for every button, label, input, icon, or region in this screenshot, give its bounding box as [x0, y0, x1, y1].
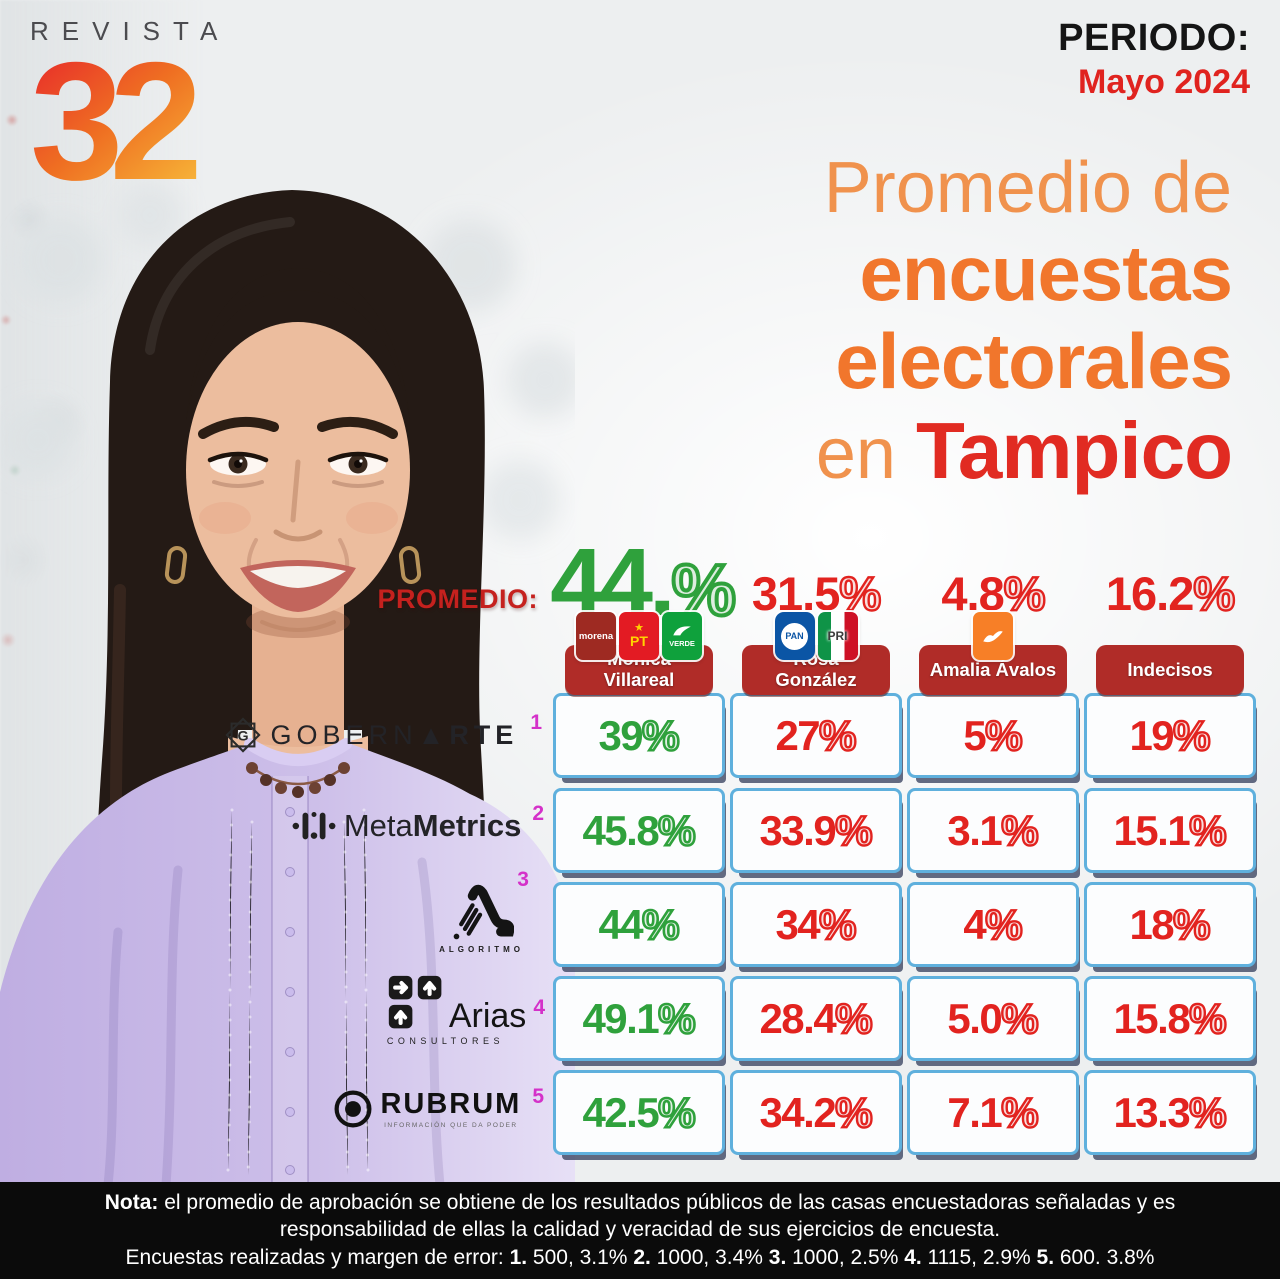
pollster-name: GOBERN▲RTE — [270, 719, 519, 750]
poll-value-2-1: 34% — [730, 882, 902, 967]
poll-value-3-2: 5.0% — [907, 976, 1079, 1061]
triangle-a-glyph: ▲ — [417, 719, 450, 750]
title-line-4: en Tampico — [815, 405, 1233, 495]
poll-value-3-0: 49.1% — [553, 976, 725, 1061]
poll-value-0-2: 5% — [907, 693, 1079, 778]
svg-text:G: G — [237, 729, 248, 745]
promedio-label: PROMEDIO: — [377, 584, 538, 614]
poll-value-2-3: 18% — [1084, 882, 1256, 967]
period-block: PERIODO: Mayo 2024 — [1058, 17, 1250, 101]
title-line-1: Promedio de — [823, 148, 1232, 228]
pollster-name: ALGORITMO — [439, 945, 524, 954]
footer-note: Nota: el promedio de aprobación se obtie… — [0, 1182, 1280, 1279]
poll-value-2-2: 4% — [907, 882, 1079, 967]
party-logos-2 — [907, 612, 1079, 660]
pollster-tagline: INFORMACIÓN QUE DA PODER — [384, 1122, 518, 1129]
poll-value-0-1: 27% — [730, 693, 902, 778]
pollster-gobernarte: G GOBERN▲RTE 1 — [224, 711, 542, 754]
candidate-plate-3: Indecisos — [1096, 645, 1244, 695]
poll-value-3-3: 15.8% — [1084, 976, 1256, 1061]
pollster-metametrics: MetaMetrics 2 — [292, 802, 544, 844]
star-icon: ★ — [634, 621, 644, 634]
party-logo-pan: PAN — [774, 612, 815, 660]
promedio-value-3: 16.2% — [1105, 566, 1236, 621]
metametrics-logo-icon — [292, 812, 336, 840]
party-logo-pri: PRI — [817, 612, 858, 660]
title-line-2: encuestas — [859, 229, 1233, 318]
eagle-icon — [983, 631, 1003, 643]
pollster-algoritmo: 3 ALGORITMO — [439, 868, 538, 954]
party-logo-pt: ★ PT — [619, 612, 659, 660]
promedio-value-1: 31.5% — [751, 566, 882, 621]
pollster-name: MetaMetrics — [343, 808, 522, 843]
footnote-ref-5: 5 — [532, 1084, 544, 1108]
footnote-ref-2: 2 — [532, 802, 544, 825]
party-logos-1: PAN PRI — [730, 612, 902, 660]
pollster-name: Arias — [448, 997, 527, 1036]
promedio-value-2: 4.8% — [941, 566, 1046, 621]
logo-number: 32 — [30, 37, 230, 205]
poll-value-4-1: 34.2% — [730, 1070, 902, 1155]
logo-brand-text: REVISTA — [30, 16, 231, 46]
poll-value-2-0: 44% — [553, 882, 725, 967]
revista-logo: REVISTA 32 — [30, 16, 231, 205]
period-value: Mayo 2024 — [1078, 62, 1250, 101]
poll-value-4-2: 7.1% — [907, 1070, 1079, 1155]
gobernarte-logo-icon: G — [224, 717, 261, 753]
party-logo-verde: VERDE — [662, 612, 702, 660]
poll-value-1-2: 3.1% — [907, 788, 1079, 873]
pollster-rubrum: RUBRUM INFORMACIÓN QUE DA PODER 5 — [334, 1084, 544, 1129]
footnote-ref-4: 4 — [533, 996, 545, 1019]
rubrum-logo-icon — [334, 1090, 372, 1127]
candidate-photo — [0, 183, 575, 1185]
party-logo-mc — [973, 612, 1013, 660]
poll-value-3-1: 28.4% — [730, 976, 902, 1061]
algoritmo-logo-icon — [453, 884, 515, 940]
poll-value-1-1: 33.9% — [730, 788, 902, 873]
poll-value-4-3: 13.3% — [1084, 1070, 1256, 1155]
period-label: PERIODO: — [1058, 17, 1250, 59]
footer-line-3: Encuestas realizadas y margen de error: … — [125, 1245, 1155, 1269]
footer-line-1: Nota: el promedio de aprobación se obtie… — [104, 1190, 1176, 1214]
footnote-ref-1: 1 — [530, 711, 542, 734]
pollster-subtitle: CONSULTORES — [386, 1036, 505, 1046]
toucan-icon — [673, 626, 691, 636]
arias-logo-icon — [388, 975, 442, 1029]
poll-value-0-3: 19% — [1084, 693, 1256, 778]
poll-value-4-0: 42.5% — [553, 1070, 725, 1155]
poll-value-1-3: 15.1% — [1084, 788, 1256, 873]
poll-value-1-0: 45.8% — [553, 788, 725, 873]
footer-line-2: responsabilidad de ellas la calidad y ve… — [279, 1218, 1001, 1242]
pollster-name: RUBRUM — [380, 1088, 522, 1120]
main-title: Promedio de encuestas electorales en Tam… — [815, 148, 1233, 496]
party-logos-0: morena ★ PT VERDE — [553, 612, 725, 660]
poll-value-0-0: 39% — [553, 693, 725, 778]
footnote-ref-3: 3 — [517, 868, 529, 891]
party-logo-morena: morena — [576, 612, 616, 660]
pollster-arias: Arias 4 CONSULTORES — [387, 974, 545, 1046]
title-line-3: electorales — [835, 317, 1233, 406]
